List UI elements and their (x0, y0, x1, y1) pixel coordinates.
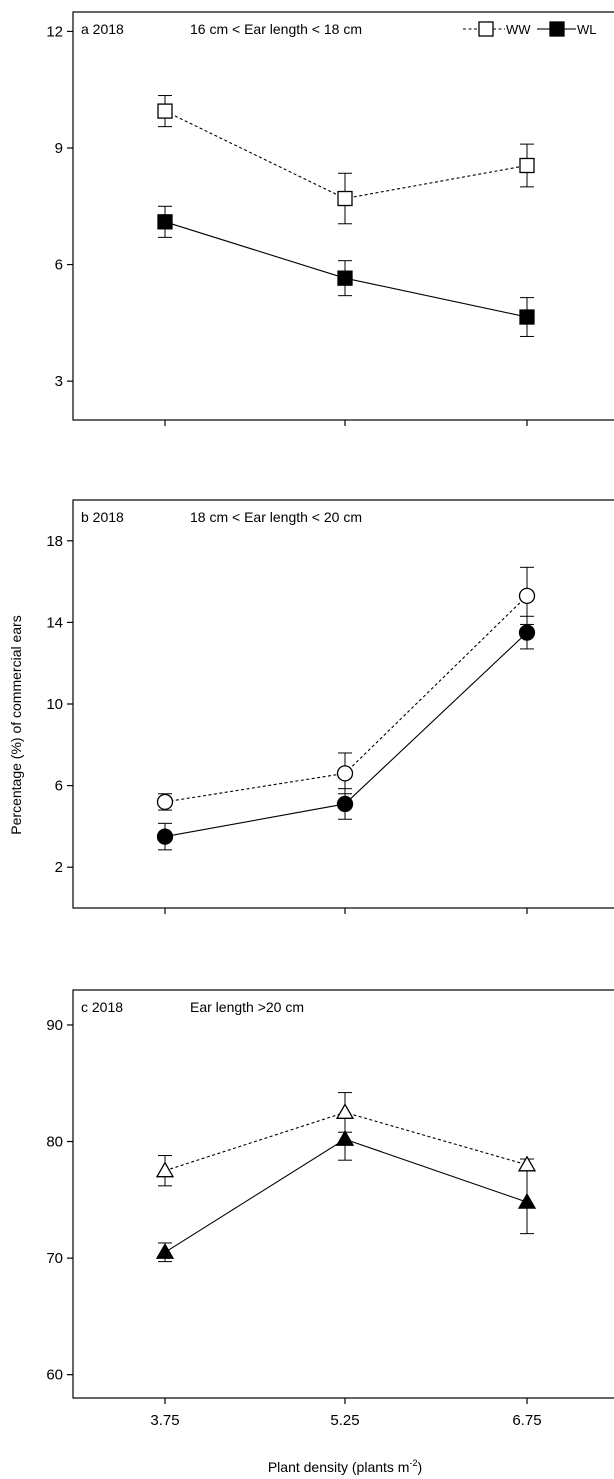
series-line-wl (164, 221, 528, 318)
data-point-ww (155, 1161, 175, 1178)
plot-frame (72, 11, 614, 421)
legend: WW WL (463, 21, 597, 37)
x-tick-label: 3.75 (150, 1412, 179, 1429)
y-tick-label: 18 (46, 533, 63, 550)
data-point-wl (157, 214, 173, 230)
legend-label-ww: WW (506, 22, 531, 37)
y-tick-label: 12 (46, 23, 63, 40)
series-line-ww (164, 110, 528, 200)
panel-label: a 2018 (81, 21, 124, 37)
x-axis-label: Plant density (plants m-2) (268, 1458, 422, 1475)
y-tick-label: 10 (46, 696, 63, 713)
y-axis-label: Percentage (%) of commercial ears (8, 615, 24, 834)
data-point-wl (155, 1242, 175, 1259)
y-tick-label: 90 (46, 1017, 63, 1034)
legend-marker-ww (478, 21, 494, 37)
panel-title: 18 cm < Ear length < 20 cm (190, 509, 362, 525)
y-tick-label: 70 (46, 1250, 63, 1267)
data-point-wl (337, 270, 353, 286)
plot-frame (72, 989, 614, 1399)
y-tick-label: 6 (55, 778, 63, 795)
data-point-ww (156, 793, 174, 811)
chart-panel-3: 60 70 80 90 3.75 5.25 6.75 c 2018 Ear length >20… (46, 989, 614, 1429)
data-point-ww (335, 1103, 355, 1120)
panel-label: b 2018 (81, 509, 124, 525)
data-point-ww (337, 190, 353, 207)
x-tick-label: 5.25 (330, 1412, 359, 1429)
chart-panel-2: 2 6 10 14 18 b 2018 18 cm < Ear length < 20 cm (46, 499, 614, 914)
y-tick-label: 14 (46, 614, 63, 631)
legend-label-wl: WL (577, 22, 597, 37)
data-point-ww (519, 157, 535, 174)
data-point-wl (519, 309, 535, 325)
data-point-ww (157, 103, 173, 119)
data-point-wl (335, 1129, 355, 1146)
panel-title: Ear length >20 cm (190, 999, 304, 1015)
panel-title: 16 cm < Ear length < 18 cm (190, 21, 362, 37)
y-tick-label: 3 (55, 373, 63, 390)
series-line-wl (164, 1138, 528, 1253)
data-point-wl (156, 828, 174, 845)
legend-marker-wl (549, 21, 565, 37)
data-point-wl (336, 795, 354, 813)
data-point-wl (518, 624, 536, 641)
y-tick-label: 60 (46, 1367, 63, 1384)
data-point-ww (518, 587, 536, 605)
x-tick-label: 6.75 (512, 1412, 541, 1429)
plot-frame (72, 499, 614, 909)
y-tick-label: 80 (46, 1134, 63, 1151)
y-tick-label: 9 (55, 140, 63, 157)
panel-label: c 2018 (81, 999, 123, 1015)
y-tick-label: 6 (55, 257, 63, 274)
data-point-wl (517, 1192, 537, 1209)
y-tick-label: 2 (55, 859, 63, 876)
data-point-ww (336, 765, 354, 782)
